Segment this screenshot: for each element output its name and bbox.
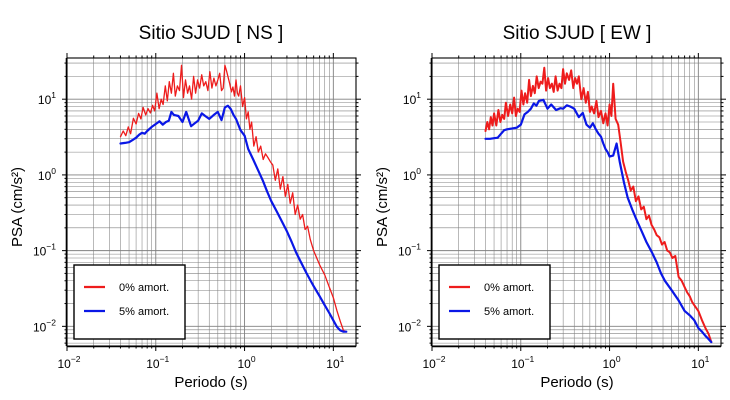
legend-box (438, 264, 551, 340)
legend: 0% amort. 5% amort. (438, 264, 551, 340)
y-tick-exponent: 0 (51, 166, 56, 176)
series-line-damped (484, 98, 713, 344)
y-tick-label: 101 (38, 90, 56, 107)
x-tick-exponent: −2 (436, 354, 446, 364)
x-tick-label: 10−1 (146, 354, 169, 371)
x-tick-exponent: 0 (616, 354, 621, 364)
y-tick-exponent: −1 (411, 242, 421, 252)
y-tick-label: 101 (403, 90, 421, 107)
x-tick-label: 101 (326, 354, 344, 371)
y-tick-label: 100 (38, 166, 56, 183)
y-tick-label: 10−2 (33, 317, 56, 334)
x-tick-exponent: −2 (71, 354, 81, 364)
chart-title: Sitio SJUD [ EW ] (503, 23, 652, 44)
chart-panel-1: Sitio SJUD [ NS ]10−2 10−1 100 10110−210−11… (9, 23, 361, 391)
legend-label: 0% amort. (484, 282, 534, 294)
y-tick-exponent: −2 (411, 317, 421, 327)
series-line-undamped (484, 66, 713, 344)
y-tick-exponent: 1 (51, 90, 56, 100)
x-tick-exponent: 1 (340, 354, 345, 364)
x-axis-label: Periodo (s) (540, 374, 613, 391)
legend-label: 5% amort. (119, 306, 169, 318)
y-tick-label: 10−1 (398, 242, 421, 259)
y-tick-exponent: 1 (416, 90, 421, 100)
y-tick-exponent: −2 (46, 317, 56, 327)
x-tick-exponent: 0 (251, 354, 256, 364)
legend: 0% amort. 5% amort. (73, 264, 186, 340)
y-tick-exponent: 0 (416, 166, 421, 176)
x-tick-label: 10−2 (57, 354, 80, 371)
y-axis-label: PSA (cm/s²) (9, 167, 26, 247)
series-line-damped (119, 104, 348, 333)
x-tick-label: 100 (238, 354, 256, 371)
x-axis-label: Periodo (s) (174, 374, 247, 391)
y-tick-label: 100 (403, 166, 421, 183)
legend-label: 5% amort. (484, 306, 534, 318)
y-tick-exponent: −1 (46, 242, 56, 252)
y-tick-label: 10−2 (398, 317, 421, 334)
x-tick-exponent: 1 (705, 354, 710, 364)
y-axis-label: PSA (cm/s²) (374, 167, 391, 247)
y-tick-label: 10−1 (33, 242, 56, 259)
chart-panel-2: Sitio SJUD [ EW ]10−2 10−1 100 10110−210−11… (374, 23, 726, 391)
x-tick-exponent: −1 (525, 354, 535, 364)
x-tick-label: 100 (603, 354, 621, 371)
chart-title: Sitio SJUD [ NS ] (139, 23, 284, 44)
series-line-undamped (119, 64, 347, 333)
legend-box (73, 264, 186, 340)
legend-label: 0% amort. (119, 282, 169, 294)
x-tick-label: 10−1 (511, 354, 534, 371)
x-tick-label: 101 (691, 354, 709, 371)
x-tick-exponent: −1 (160, 354, 170, 364)
x-tick-label: 10−2 (422, 354, 445, 371)
